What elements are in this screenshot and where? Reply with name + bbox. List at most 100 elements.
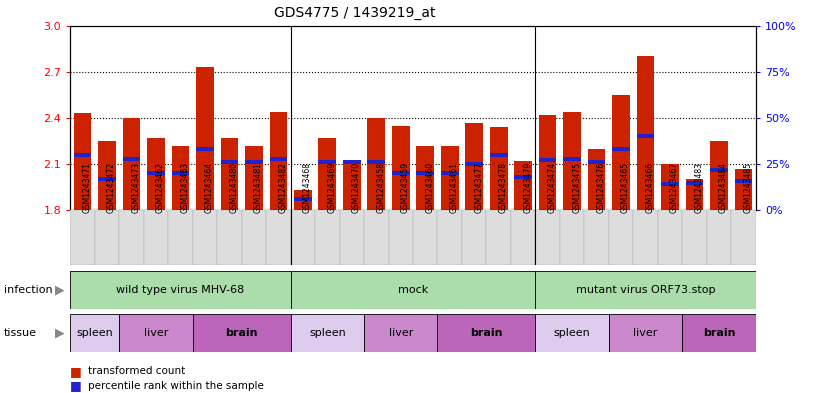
- Bar: [710, 167, 728, 172]
- Text: spleen: spleen: [76, 328, 113, 338]
- Bar: [560, 210, 585, 265]
- Bar: [588, 160, 605, 164]
- Text: GSM1243461: GSM1243461: [449, 162, 458, 213]
- Bar: [196, 147, 214, 151]
- Text: spleen: spleen: [553, 328, 591, 338]
- Bar: [515, 161, 532, 210]
- Bar: [98, 177, 116, 181]
- Text: GSM1243484: GSM1243484: [719, 162, 728, 213]
- Bar: [609, 314, 682, 352]
- Bar: [612, 95, 630, 210]
- Text: GDS4775 / 1439219_at: GDS4775 / 1439219_at: [274, 6, 436, 20]
- Text: brain: brain: [703, 328, 735, 338]
- Bar: [438, 314, 535, 352]
- Bar: [710, 141, 728, 210]
- Bar: [245, 145, 263, 210]
- Bar: [169, 210, 192, 265]
- Bar: [74, 113, 91, 210]
- Bar: [339, 210, 364, 265]
- Text: liver: liver: [388, 328, 413, 338]
- Bar: [441, 171, 458, 175]
- Bar: [221, 138, 238, 210]
- Text: liver: liver: [144, 328, 169, 338]
- Text: transformed count: transformed count: [88, 366, 186, 376]
- Bar: [119, 210, 144, 265]
- Bar: [291, 271, 535, 309]
- Text: GSM1243466: GSM1243466: [646, 162, 655, 213]
- Bar: [539, 158, 557, 162]
- Bar: [539, 115, 557, 210]
- Bar: [487, 210, 511, 265]
- Bar: [368, 160, 385, 164]
- Bar: [535, 210, 560, 265]
- Bar: [563, 156, 581, 161]
- Text: liver: liver: [634, 328, 657, 338]
- Text: GSM1243471: GSM1243471: [83, 162, 92, 213]
- Text: GSM1243478: GSM1243478: [499, 162, 508, 213]
- Bar: [245, 160, 263, 164]
- Bar: [291, 314, 364, 352]
- Bar: [147, 171, 164, 175]
- Bar: [735, 179, 752, 183]
- Bar: [269, 112, 287, 210]
- Bar: [535, 271, 756, 309]
- Text: GSM1243468: GSM1243468: [303, 162, 312, 213]
- Bar: [612, 147, 630, 151]
- Text: GSM1243465: GSM1243465: [621, 162, 630, 213]
- Text: ▶: ▶: [55, 327, 64, 340]
- Bar: [192, 210, 217, 265]
- Text: GSM1243458: GSM1243458: [377, 162, 385, 213]
- Text: GSM1243485: GSM1243485: [743, 162, 752, 213]
- Bar: [122, 118, 140, 210]
- Bar: [196, 67, 214, 210]
- Text: ■: ■: [70, 365, 82, 378]
- Bar: [98, 141, 116, 210]
- Bar: [465, 123, 483, 210]
- Bar: [343, 161, 361, 210]
- Text: GSM1243463: GSM1243463: [180, 162, 189, 213]
- Bar: [315, 210, 339, 265]
- Text: brain: brain: [225, 328, 258, 338]
- Bar: [172, 171, 189, 175]
- Text: GSM1243476: GSM1243476: [596, 162, 605, 213]
- Bar: [637, 134, 654, 138]
- Text: GSM1243469: GSM1243469: [327, 162, 336, 213]
- Bar: [70, 271, 291, 309]
- Bar: [266, 210, 291, 265]
- Bar: [657, 210, 682, 265]
- Bar: [319, 160, 336, 164]
- Bar: [70, 314, 119, 352]
- Bar: [662, 164, 679, 210]
- Bar: [490, 153, 507, 157]
- Bar: [682, 210, 707, 265]
- Text: GSM1243459: GSM1243459: [401, 162, 410, 213]
- Bar: [490, 127, 507, 210]
- Text: GSM1243482: GSM1243482: [278, 162, 287, 213]
- Text: wild type virus MHV-68: wild type virus MHV-68: [116, 285, 244, 295]
- Text: GSM1243462: GSM1243462: [156, 162, 165, 213]
- Text: spleen: spleen: [309, 328, 345, 338]
- Text: GSM1243477: GSM1243477: [474, 162, 483, 213]
- Bar: [462, 210, 487, 265]
- Bar: [368, 118, 385, 210]
- Bar: [515, 175, 532, 179]
- Bar: [319, 138, 336, 210]
- Text: GSM1243472: GSM1243472: [107, 162, 116, 213]
- Bar: [535, 314, 609, 352]
- Text: ■: ■: [70, 379, 82, 393]
- Bar: [217, 210, 242, 265]
- Text: GSM1243475: GSM1243475: [572, 162, 582, 213]
- Bar: [588, 149, 605, 210]
- Bar: [70, 210, 95, 265]
- Bar: [144, 210, 169, 265]
- Bar: [242, 210, 266, 265]
- Bar: [585, 210, 609, 265]
- Bar: [609, 210, 634, 265]
- Bar: [172, 145, 189, 210]
- Bar: [438, 210, 462, 265]
- Bar: [221, 160, 238, 164]
- Bar: [441, 145, 458, 210]
- Bar: [634, 210, 657, 265]
- Bar: [682, 314, 756, 352]
- Text: GSM1243470: GSM1243470: [352, 162, 361, 213]
